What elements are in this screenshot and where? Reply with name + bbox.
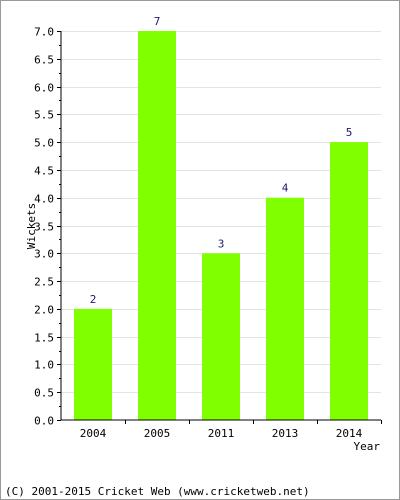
y-tick-label: 4.0 [34,193,54,206]
bar-2014 [330,142,368,420]
y-tick-label: 0.5 [34,387,54,400]
y-tick-label: 5.0 [34,137,54,150]
bars [74,31,368,420]
x-tick-label: 2005 [144,427,171,440]
x-tick-label: 2004 [80,427,107,440]
y-tick-label: 1.0 [34,359,54,372]
bar-2004 [74,308,112,420]
gridlines [61,31,381,393]
copyright-footer: (C) 2001-2015 Cricket Web (www.cricketwe… [5,485,310,498]
bar-value-label: 7 [154,15,161,28]
axes [60,31,381,421]
x-axis-title: Year [354,440,381,453]
x-tick-label: 2014 [336,427,363,440]
y-tick-label: 1.5 [34,332,54,345]
bar-value-label: 3 [218,237,225,250]
y-tick-label: 0.0 [34,415,54,428]
y-tick-label: 3.0 [34,248,54,261]
y-tick-label: 2.5 [34,276,54,289]
y-tick-label: 6.5 [34,54,54,67]
bar-value-label: 4 [282,182,289,195]
bar-value-label: 5 [346,126,353,139]
bar-2005 [138,31,176,420]
labels: 0.0 0.5 1.0 1.5 2.0 2.5 3.0 3.5 4.0 4.5 5.0 5.5 6.0 6… [34,15,362,440]
ticks [57,31,382,424]
bar-2011 [202,253,240,420]
y-tick-label: 3.5 [34,221,54,234]
x-tick-label: 2013 [272,427,299,440]
y-tick-label: 6.0 [34,82,54,95]
bar-value-label: 2 [90,293,97,306]
x-tick-label: 2011 [208,427,235,440]
y-tick-label: 2.0 [34,304,54,317]
y-tick-label: 5.5 [34,109,54,122]
bar-2013 [266,197,304,420]
y-tick-label: 4.5 [34,165,54,178]
y-tick-label: 7.0 [34,26,54,39]
y-axis-title: Wickets [25,203,38,249]
